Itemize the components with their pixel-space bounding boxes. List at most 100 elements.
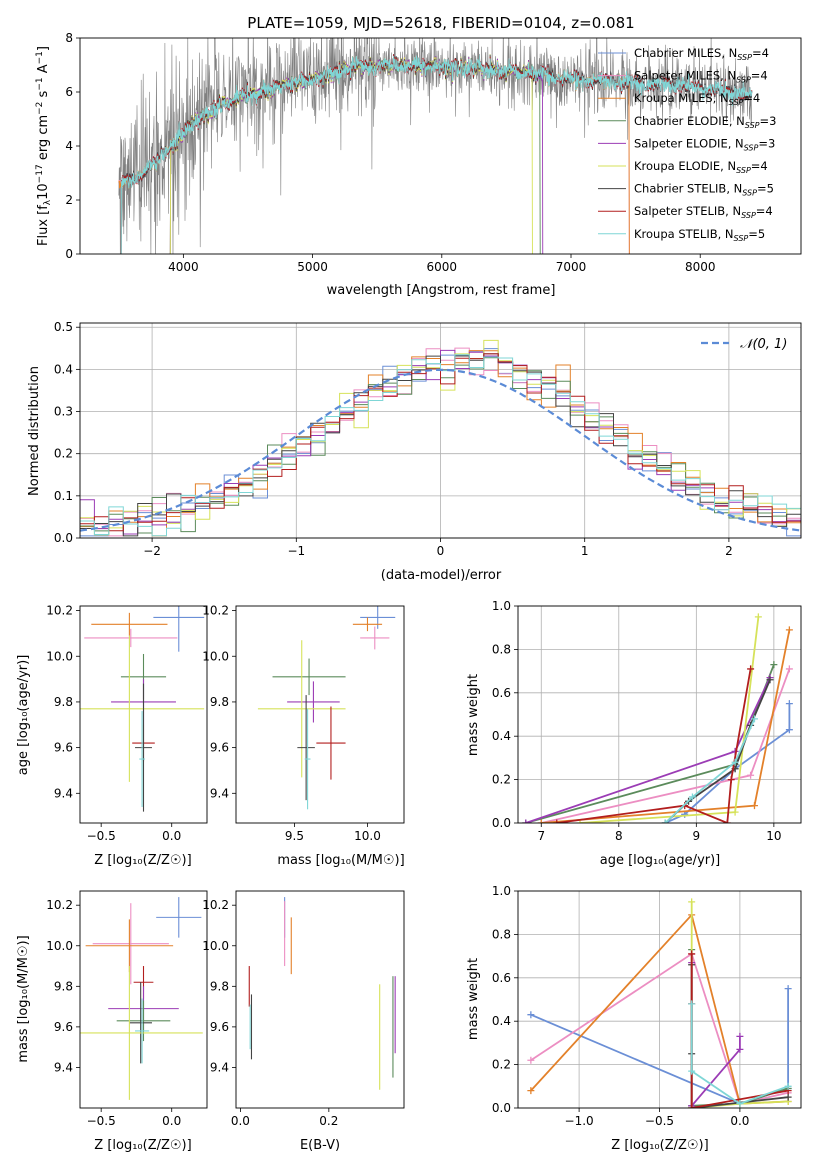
weight-series [530, 952, 789, 1105]
weight-series [579, 616, 760, 823]
y-tick-label: 9.6 [54, 741, 73, 755]
y-tick-label: 0.8 [492, 927, 511, 941]
errorbars [257, 606, 396, 810]
histogram-series [80, 354, 801, 537]
y-tick-label: 9.4 [54, 1060, 73, 1074]
model-spectrum [120, 54, 753, 254]
x-tick-label: 6000 [427, 260, 458, 274]
weight-marker [754, 613, 762, 621]
x-tick-label: 2 [725, 544, 733, 558]
x-tick-label: 7000 [556, 260, 587, 274]
spectrum-panel: PLATE=1059, MJD=52618, FIBERID=0104, z=0… [35, 14, 802, 298]
y-tick-label: 0.4 [54, 362, 73, 376]
residual-panel: −2 −1 0 1 2 0.0 0.1 0.2 0.3 0.4 0.5 𝒩(0, 1) (data-m… [27, 320, 802, 583]
y-tick-label: 0.5 [54, 320, 73, 334]
histograms [80, 339, 801, 537]
age-vs-z-ylabel: age [log₁₀(age/yr)] [16, 655, 31, 776]
y-tick-label: 0.4 [492, 1014, 511, 1028]
x-tick-label: −0.5 [645, 1114, 674, 1128]
mass-vs-z-ylabel: mass [log₁₀(M/M☉)] [16, 935, 31, 1062]
mass-weight-z-ylabel: mass weight [466, 958, 481, 1040]
y-tick-label: 10.0 [46, 939, 73, 953]
x-tick-label: 4000 [168, 260, 199, 274]
weight-marker [784, 1093, 792, 1101]
x-tick-label: −1 [287, 544, 305, 558]
weight-marker [688, 1067, 696, 1075]
legend-label: Chabrier STELIB, NSSP=5 [634, 182, 774, 198]
y-tick-label: 0.0 [492, 1101, 511, 1115]
x-tick-label: 9.5 [285, 829, 304, 843]
weight-marker [731, 808, 739, 816]
legend-label: Salpeter STELIB, NSSP=4 [634, 204, 773, 220]
weight-marker [750, 802, 758, 810]
weight-marker [750, 715, 758, 723]
legend-label: 𝒩(0, 1) [740, 337, 787, 352]
x-tick-label: 8000 [685, 260, 716, 274]
y-tick-label: 10.0 [202, 939, 229, 953]
normal-reference-curve [80, 368, 801, 532]
x-tick-label: 5000 [297, 260, 328, 274]
y-tick-label: 0.1 [54, 489, 73, 503]
y-tick-label: 2 [65, 193, 73, 207]
axes-frame [235, 605, 405, 824]
y-tick-label: 0.6 [492, 686, 511, 700]
spectrum-xlabel: wavelength [Angstrom, rest frame] [327, 283, 556, 298]
axes-frame [79, 37, 802, 255]
y-tick-label: 9.8 [210, 695, 229, 709]
legend-label: Kroupa STELIB, NSSP=5 [634, 227, 765, 243]
weight-marker [688, 950, 696, 958]
spectrum-ylabel: Flux [fλ10−17 erg cm−2 s−1 A−1] [35, 46, 53, 246]
y-tick-label: 9.8 [54, 979, 73, 993]
spectrum-legend: Chabrier MILES, NSSP=4 Salpeter MILES, NS… [598, 46, 776, 243]
age-vs-z-panel: −0.5 0.0 9.4 9.6 9.8 10.0 10.2 Z [log₁₀(Z/Z☉)]… [16, 604, 208, 868]
weight-marker [527, 1011, 535, 1019]
weight-marker [736, 1045, 744, 1053]
weight-marker [766, 676, 774, 684]
x-tick-label: 0 [437, 544, 445, 558]
legend-label: Salpeter ELODIE, NSSP=3 [634, 136, 775, 152]
x-tick-label: 0.0 [162, 829, 181, 843]
y-tick-label: 9.6 [210, 741, 229, 755]
weight-series [541, 668, 791, 823]
weight-marker [688, 898, 696, 906]
weight-series [556, 668, 752, 823]
mass-vs-z-xlabel: Z [log₁₀(Z/Z☉)] [94, 1138, 191, 1153]
weight-marker [785, 626, 793, 634]
y-tick-label: 10.2 [202, 604, 229, 618]
weight-marker [688, 1000, 696, 1008]
weight-marker [785, 700, 793, 708]
y-tick-label: 0.2 [492, 773, 511, 787]
weight-series [690, 1003, 789, 1105]
axes-frame [517, 890, 802, 1109]
x-tick-label: 7 [537, 829, 545, 843]
weight-series [664, 718, 756, 823]
mass-weight-age-xlabel: age [log₁₀(age/yr)] [600, 853, 721, 868]
weight-marker [731, 758, 739, 766]
weight-marker [723, 819, 731, 823]
weight-marker [527, 1056, 535, 1064]
y-tick-label: 0.2 [54, 447, 73, 461]
x-tick-label: 8 [615, 829, 623, 843]
weight-marker [747, 665, 755, 673]
weight-series [664, 679, 771, 823]
y-tick-label: 0.0 [492, 816, 511, 830]
legend-label: Salpeter MILES, NSSP=4 [634, 69, 768, 85]
errorbars [248, 897, 396, 1090]
y-tick-label: 9.8 [54, 695, 73, 709]
y-tick-label: 9.4 [210, 1060, 229, 1074]
mass-weight-z-xlabel: Z [log₁₀(Z/Z☉)] [611, 1138, 708, 1153]
spectrum-title: PLATE=1059, MJD=52618, FIBERID=0104, z=0… [247, 14, 634, 32]
y-tick-label: 0 [65, 247, 73, 261]
errorbars [80, 606, 205, 812]
weight-series [525, 677, 771, 823]
errorbars [80, 897, 203, 1100]
weight-series [690, 962, 741, 1108]
weight-marker [537, 819, 545, 823]
y-tick-label: 10.2 [202, 898, 229, 912]
y-tick-label: 9.4 [210, 786, 229, 800]
residual-ylabel: Normed distribution [27, 366, 42, 496]
mass-weight-z-panel: −1.0 −0.5 0.0 0.0 0.2 0.4 0.6 0.8 1.0 Z [log₁₀(Z… [466, 884, 802, 1153]
axes-frame [79, 322, 802, 539]
weight-marker [784, 985, 792, 993]
